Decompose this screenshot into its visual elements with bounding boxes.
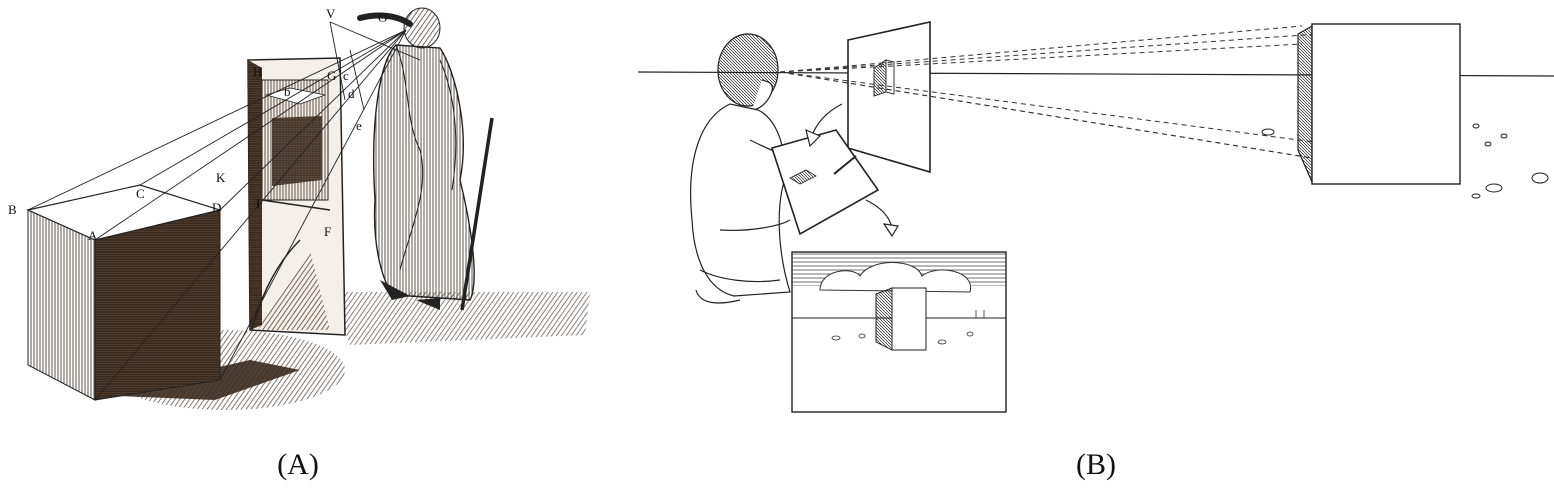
label-v: V	[326, 6, 336, 21]
caption-b: (B)	[1076, 448, 1116, 481]
label-c-small: c	[343, 68, 349, 83]
distant-cube-side	[1297, 24, 1313, 183]
picture-plane-cube-front	[885, 59, 895, 95]
panel-a-engraving: V O H G b c d e B C K D A I F (A)	[0, 0, 600, 492]
walking-staff	[460, 117, 494, 311]
label-e: e	[356, 118, 362, 133]
picture-plane	[847, 21, 931, 174]
label-o: O	[378, 10, 387, 25]
panel-b-drawing: (B)	[630, 0, 1554, 492]
sight-lines	[27, 21, 421, 401]
engraving-illustration: V O H G b c d e B C K D A I F	[8, 6, 590, 410]
perspective-drawing-illustration	[637, 21, 1554, 413]
label-b-cap: B	[8, 202, 17, 217]
standing-figure	[357, 7, 475, 310]
easel-stand-curve	[251, 239, 301, 331]
easel-leg-shadow	[258, 250, 330, 330]
arrow-to-result	[865, 199, 893, 229]
seated-artist	[690, 33, 811, 304]
label-k: K	[216, 170, 226, 185]
label-f: F	[324, 224, 331, 239]
result-cube-front	[891, 287, 927, 351]
easel-crossbar	[261, 199, 331, 211]
result-pebbles	[831, 310, 985, 345]
label-i: I	[256, 196, 260, 211]
label-d-cap: D	[212, 200, 221, 215]
result-cube-side	[875, 287, 893, 351]
easel-shadow-face	[248, 60, 262, 330]
arrow-to-board-head	[805, 128, 822, 148]
label-g: G	[327, 68, 336, 83]
board-sketch-cube	[789, 169, 817, 185]
ground-shadow-right	[330, 292, 590, 345]
label-d-small: d	[348, 86, 355, 101]
projected-cube-dark	[272, 116, 322, 186]
cube-right-face	[94, 209, 221, 401]
label-b: b	[284, 84, 291, 99]
ground-pebbles	[1261, 123, 1549, 199]
caption-a: (A)	[277, 448, 319, 481]
label-h: H	[253, 64, 262, 79]
pencil	[833, 155, 857, 175]
label-a: A	[88, 228, 98, 243]
arrow-to-result-head	[882, 223, 899, 238]
distant-cube-front	[1311, 23, 1461, 185]
label-c-cap: C	[136, 186, 145, 201]
cube-left-face	[27, 209, 96, 401]
projected-cube-top	[264, 87, 327, 105]
result-cloud	[819, 262, 971, 293]
